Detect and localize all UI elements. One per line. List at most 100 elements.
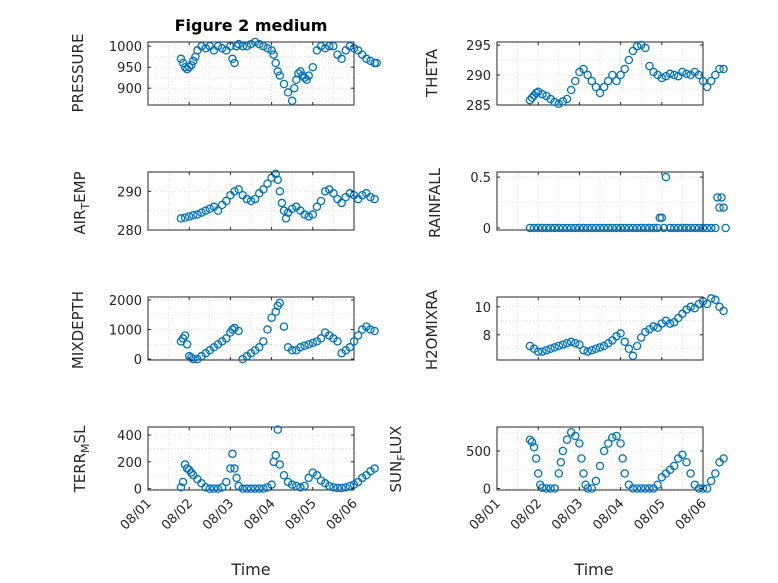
data-point: [659, 223, 669, 233]
data-point: [542, 223, 551, 233]
data-point: [702, 484, 712, 493]
data-point: [591, 223, 601, 233]
data-point: [259, 484, 268, 493]
data-point: [187, 60, 196, 70]
tick-labels: 285 290 295: [466, 39, 704, 114]
data-point: [657, 213, 667, 223]
data-point: [232, 41, 241, 51]
data-point: [546, 223, 555, 233]
y-axis-label: H2OMIXRA: [423, 289, 441, 370]
data-point: [690, 223, 700, 233]
data-point: [304, 340, 313, 349]
data-point: [279, 79, 289, 89]
tick-labels: 900 950 1000: [109, 40, 355, 105]
data-point: [616, 223, 625, 233]
data-point: [533, 347, 543, 356]
data-point: [550, 343, 559, 352]
data-point: [587, 76, 597, 86]
y-tick-label: 1000: [109, 40, 142, 55]
data-point: [250, 37, 260, 47]
data-point: [542, 484, 551, 493]
data-point: [279, 471, 289, 480]
y-axis-label: TERRMSL: [71, 425, 92, 494]
y-tick-label: 280: [117, 224, 142, 239]
data-point: [300, 73, 309, 82]
x-tick-label: 08/05: [283, 496, 320, 533]
data-point: [217, 483, 227, 492]
y-tick-label: 290: [117, 185, 142, 200]
data-point: [550, 223, 559, 233]
data-point: [271, 307, 280, 317]
data-point: [329, 483, 338, 492]
data-point: [275, 298, 285, 308]
subplot-terr-msl: 0 200 400 08/01 08/02 08/03 08/04 08/05 08/06 TE…: [71, 425, 379, 579]
data-point: [246, 196, 256, 206]
data-point: [719, 64, 728, 74]
data-point: [678, 67, 687, 77]
data-point: [603, 76, 613, 86]
data-point: [304, 473, 313, 483]
data-point: [686, 223, 695, 233]
data-point: [525, 435, 535, 444]
data-point: [674, 223, 683, 233]
data-point: [222, 196, 231, 206]
data-point: [213, 206, 223, 215]
data-point: [612, 223, 621, 233]
data-point: [189, 56, 198, 66]
subplot-air-temp: 280 290 AIRTEMP: [71, 169, 379, 239]
data-point: [267, 46, 276, 55]
data-point: [267, 313, 276, 322]
data-point: [616, 329, 625, 338]
data-point: [187, 353, 196, 362]
y-tick-label: 900: [117, 82, 142, 97]
data-markers: [176, 425, 379, 493]
data-point: [591, 344, 601, 354]
data-point: [337, 483, 346, 493]
data-point: [571, 338, 580, 348]
data-point: [178, 477, 188, 487]
data-point: [579, 223, 588, 233]
data-point: [645, 484, 654, 493]
figure-title: Figure 2 medium: [175, 16, 328, 35]
data-point: [550, 484, 559, 493]
data-point: [320, 44, 330, 53]
data-point: [587, 223, 597, 233]
data-point: [312, 471, 322, 480]
data-point: [531, 454, 541, 463]
x-tick-label: 08/02: [508, 496, 545, 533]
axes-frame: [496, 426, 704, 491]
data-point: [558, 340, 568, 349]
tick-labels: 8 10: [474, 297, 704, 360]
data-point: [702, 223, 712, 233]
x-tick-label: 08/06: [324, 496, 361, 533]
data-point: [538, 89, 547, 99]
y-tick-label: 400: [117, 429, 142, 444]
data-markers: [176, 37, 381, 106]
data-point: [587, 345, 597, 355]
data-point: [546, 484, 555, 493]
data-point: [345, 189, 355, 198]
data-point: [197, 41, 206, 51]
data-point: [370, 194, 379, 204]
data-point: [571, 223, 580, 233]
data-point: [234, 39, 243, 49]
data-point: [558, 446, 568, 456]
y-axis-label: SUNFLUX: [387, 426, 408, 493]
data-point: [337, 198, 346, 208]
data-point: [287, 96, 297, 106]
y-tick-label: 1000: [109, 324, 142, 339]
data-point: [357, 50, 367, 59]
data-point: [595, 461, 605, 471]
data-point: [357, 190, 367, 200]
y-axis-label: AIRTEMP: [71, 171, 92, 234]
data-point: [620, 223, 629, 233]
data-point: [226, 464, 235, 473]
data-point: [275, 71, 285, 80]
data-point: [176, 54, 186, 64]
data-point: [620, 64, 629, 74]
data-point: [304, 71, 313, 80]
y-axis-label: THETA: [423, 48, 441, 98]
data-point: [661, 172, 671, 182]
y-axis-label: PRESSURE: [69, 34, 87, 113]
data-point: [620, 469, 629, 478]
